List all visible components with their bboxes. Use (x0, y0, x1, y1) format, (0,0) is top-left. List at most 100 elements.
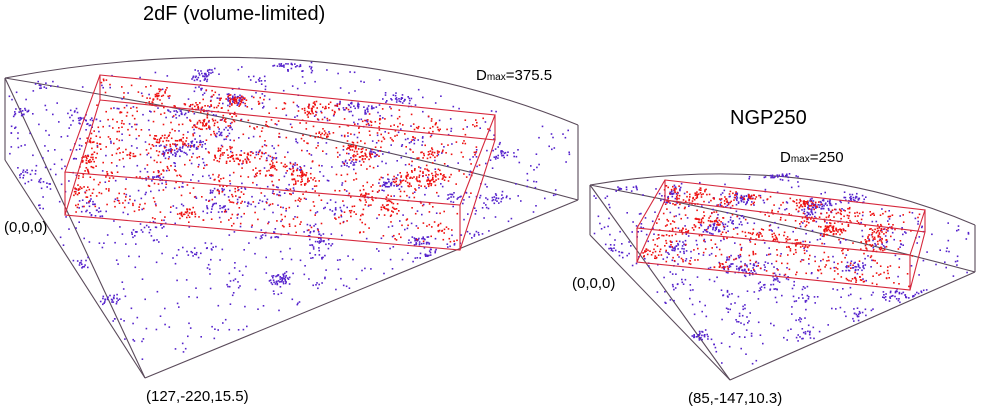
galaxy-point (164, 323, 166, 326)
galaxy-point (322, 150, 324, 152)
galaxy-point (422, 136, 424, 138)
galaxy-point (793, 300, 796, 303)
galaxy-point (153, 137, 155, 140)
galaxy-point (294, 180, 297, 182)
galaxy-point (526, 185, 528, 188)
galaxy-point (167, 158, 170, 160)
galaxy-point (215, 114, 217, 117)
galaxy-point (721, 192, 724, 194)
galaxy-point (299, 64, 302, 66)
galaxy-point (858, 260, 861, 262)
galaxy-point (778, 273, 781, 276)
galaxy-point (252, 181, 254, 184)
galaxy-point (793, 200, 796, 203)
galaxy-point (223, 152, 225, 154)
galaxy-point (24, 144, 26, 146)
galaxy-point (720, 233, 723, 236)
galaxy-point (842, 252, 844, 255)
galaxy-point (96, 144, 99, 147)
galaxy-point (197, 145, 200, 148)
galaxy-point (878, 227, 881, 229)
galaxy-point (164, 307, 166, 310)
galaxy-point (434, 123, 437, 126)
galaxy-point (309, 135, 312, 137)
galaxy-point (776, 238, 778, 240)
galaxy-point (302, 174, 305, 176)
galaxy-point (826, 234, 829, 236)
galaxy-point (436, 191, 438, 194)
galaxy-point (68, 127, 70, 129)
galaxy-point (434, 174, 437, 177)
galaxy-point (702, 251, 705, 254)
galaxy-point (832, 230, 834, 232)
galaxy-point (31, 169, 33, 172)
galaxy-point (762, 199, 765, 202)
galaxy-point (222, 102, 224, 105)
galaxy-point (371, 190, 374, 192)
galaxy-point (326, 117, 329, 120)
galaxy-point (744, 336, 746, 338)
galaxy-point (129, 151, 132, 154)
galaxy-point (370, 124, 373, 127)
galaxy-point (515, 155, 518, 158)
galaxy-point (175, 207, 178, 209)
galaxy-point (366, 168, 368, 170)
galaxy-point (693, 336, 695, 339)
galaxy-point (308, 180, 310, 182)
galaxy-point (952, 275, 955, 277)
galaxy-point (726, 200, 728, 202)
galaxy-point (751, 197, 754, 200)
galaxy-point (258, 150, 261, 153)
galaxy-point (89, 159, 91, 161)
galaxy-point (497, 197, 500, 200)
galaxy-point (400, 181, 402, 184)
galaxy-point (811, 216, 813, 219)
galaxy-point (218, 192, 220, 195)
galaxy-point (917, 223, 919, 225)
galaxy-point (837, 231, 839, 233)
galaxy-point (27, 180, 30, 183)
galaxy-point (818, 225, 820, 228)
galaxy-point (347, 125, 350, 127)
galaxy-point (436, 150, 439, 152)
galaxy-point (300, 176, 303, 178)
galaxy-point (401, 224, 403, 227)
galaxy-point (426, 179, 429, 181)
galaxy-point (381, 204, 384, 206)
galaxy-point (230, 155, 233, 157)
galaxy-point (902, 291, 905, 294)
galaxy-point (732, 228, 735, 230)
galaxy-point (169, 131, 171, 134)
galaxy-point (657, 254, 660, 256)
galaxy-point (759, 334, 762, 336)
galaxy-point (324, 276, 326, 279)
galaxy-point (422, 157, 424, 159)
galaxy-point (170, 206, 172, 208)
galaxy-point (614, 249, 617, 252)
galaxy-point (683, 250, 685, 253)
galaxy-point (93, 178, 95, 181)
galaxy-point (268, 204, 270, 207)
galaxy-point (14, 112, 17, 115)
galaxy-point (430, 179, 433, 181)
galaxy-point (390, 221, 392, 223)
galaxy-point (280, 65, 283, 67)
galaxy-point (834, 208, 836, 211)
galaxy-point (814, 201, 817, 204)
galaxy-point (712, 228, 714, 231)
galaxy-point (228, 219, 230, 221)
galaxy-point (450, 127, 453, 130)
galaxy-point (733, 258, 735, 261)
galaxy-point (437, 168, 440, 171)
galaxy-point (213, 132, 216, 135)
galaxy-point (360, 140, 362, 142)
galaxy-point (157, 175, 159, 177)
galaxy-point (412, 136, 415, 138)
galaxy-point (202, 123, 204, 125)
galaxy-point (776, 278, 779, 280)
galaxy-point (773, 176, 775, 179)
galaxy-point (880, 240, 883, 242)
galaxy-point (125, 178, 127, 180)
galaxy-point (144, 193, 147, 196)
galaxy-point (234, 262, 236, 264)
